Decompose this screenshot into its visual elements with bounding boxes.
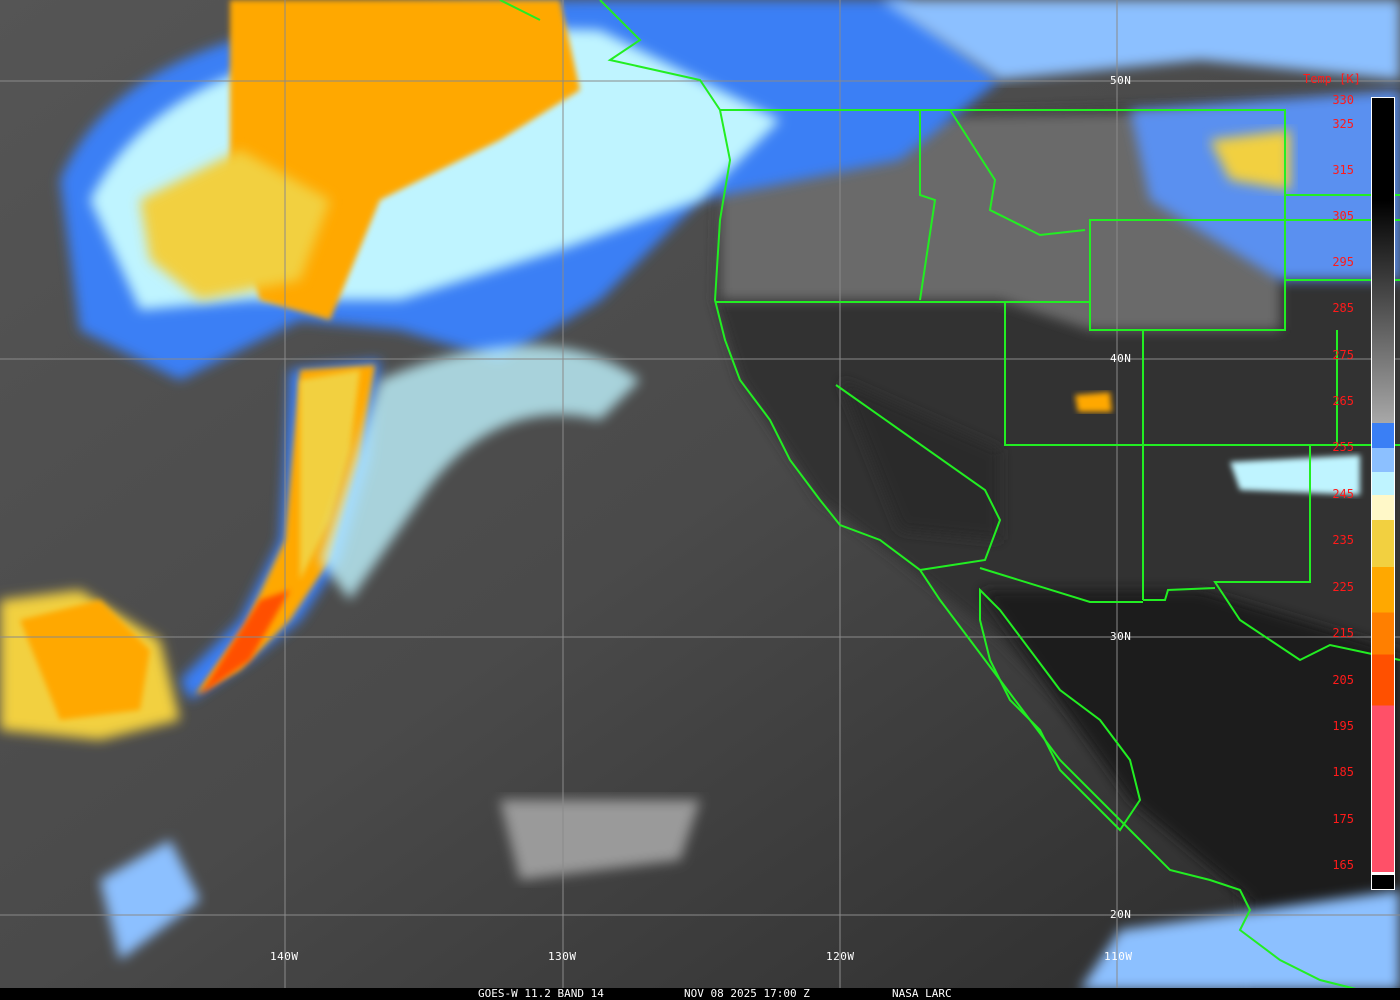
temperature-colorbar	[1371, 97, 1395, 890]
datetime-label: NOV 08 2025 17:00 Z	[684, 987, 810, 1000]
lat-label-50n: 50N	[1110, 74, 1132, 87]
lat-label-20n: 20N	[1110, 908, 1132, 921]
lon-label-120w: 120W	[826, 950, 855, 963]
satellite-band-label: GOES-W 11.2 BAND 14	[478, 987, 604, 1000]
baja-peninsula	[979, 587, 1142, 832]
colorbar-tick-label: 175	[1332, 812, 1354, 826]
colorbar-tick-label: 235	[1332, 533, 1354, 547]
colorbar-tick-label: 185	[1332, 765, 1354, 779]
colorbar-tick-label: 255	[1332, 440, 1354, 454]
colorbar-tick-label: 285	[1332, 301, 1354, 315]
colorbar-tick-label: 165	[1332, 858, 1354, 872]
lon-label-130w: 130W	[548, 950, 577, 963]
lon-label-110w: 110W	[1104, 950, 1133, 963]
lat-label-40n: 40N	[1110, 352, 1132, 365]
colorbar-tick-label: 245	[1332, 487, 1354, 501]
colorbar-tick-label: 195	[1332, 719, 1354, 733]
colorbar-tick-label: 330	[1332, 93, 1354, 107]
colorbar-tick-label: 225	[1332, 580, 1354, 594]
credit-label: NASA LARC	[892, 987, 952, 1000]
colorbar-tick-label: 325	[1332, 117, 1354, 131]
lat-label-30n: 30N	[1110, 630, 1132, 643]
coastline	[499, 0, 1361, 991]
us-states	[715, 109, 1400, 662]
colorbar-tick-label: 215	[1332, 626, 1354, 640]
colorbar-tick-label: 275	[1332, 348, 1354, 362]
colorbar-tick-label: 315	[1332, 163, 1354, 177]
colorbar-title: Temp [K]	[1303, 72, 1361, 86]
colorbar-tick-label: 265	[1332, 394, 1354, 408]
colorbar-tick-label: 205	[1332, 673, 1354, 687]
land-regions	[715, 100, 1400, 990]
colorbar-tick-label: 295	[1332, 255, 1354, 269]
lon-label-140w: 140W	[270, 950, 299, 963]
colorbar-tick-label: 305	[1332, 209, 1354, 223]
political-borders	[499, 0, 1400, 991]
image-caption: GOES-W 11.2 BAND 14 NOV 08 2025 17:00 Z …	[0, 988, 1400, 1000]
